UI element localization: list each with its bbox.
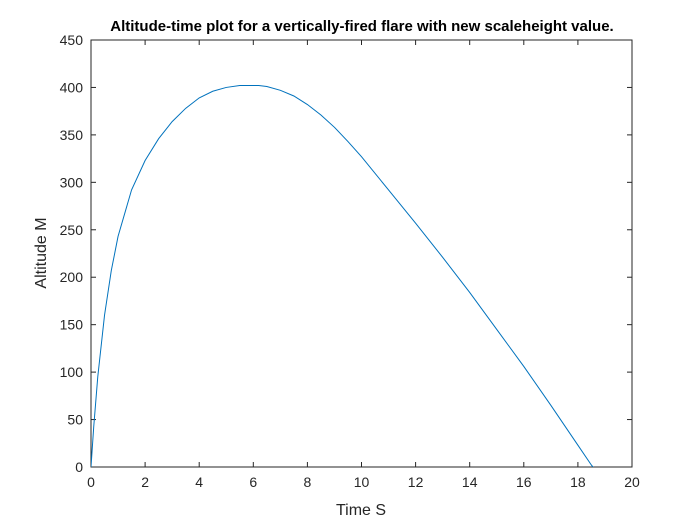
x-tick-label: 20 — [624, 474, 640, 490]
series-line-altitude — [91, 85, 594, 467]
plot-area: 0 2 4 6 8 10 12 14 16 18 20 0 50 100 150 200 250 300 350 4… — [60, 32, 640, 490]
y-tick-label: 200 — [60, 269, 84, 285]
y-tick-label: 400 — [60, 79, 84, 95]
y-tick-label: 50 — [67, 412, 83, 428]
y-tick-label: 250 — [60, 222, 84, 238]
x-tick-label: 12 — [408, 474, 424, 490]
x-tick-label: 4 — [195, 474, 203, 490]
x-tick-label: 16 — [516, 474, 532, 490]
x-tick-label: 14 — [462, 474, 478, 490]
y-tick-label: 300 — [60, 174, 84, 190]
x-tick-label: 10 — [354, 474, 370, 490]
x-tick-label: 6 — [249, 474, 257, 490]
x-axis-title: Time S — [336, 502, 386, 519]
y-axis-title: Altitude M — [33, 217, 50, 288]
y-tick-label: 100 — [60, 364, 84, 380]
y-tick-label: 450 — [60, 32, 84, 48]
x-tick-label: 0 — [87, 474, 95, 490]
axes-box — [90, 39, 633, 468]
y-axis-ticks: 0 50 100 150 200 250 300 350 400 450 — [60, 32, 632, 475]
y-tick-label: 150 — [60, 317, 84, 333]
chart-title: Altitude-time plot for a vertically-fire… — [110, 18, 613, 35]
x-axis-ticks: 0 2 4 6 8 10 12 14 16 18 20 — [87, 40, 640, 490]
x-tick-label: 18 — [570, 474, 586, 490]
x-tick-label: 2 — [141, 474, 149, 490]
y-tick-label: 350 — [60, 127, 84, 143]
x-tick-label: 8 — [304, 474, 312, 490]
y-tick-label: 0 — [75, 459, 83, 475]
